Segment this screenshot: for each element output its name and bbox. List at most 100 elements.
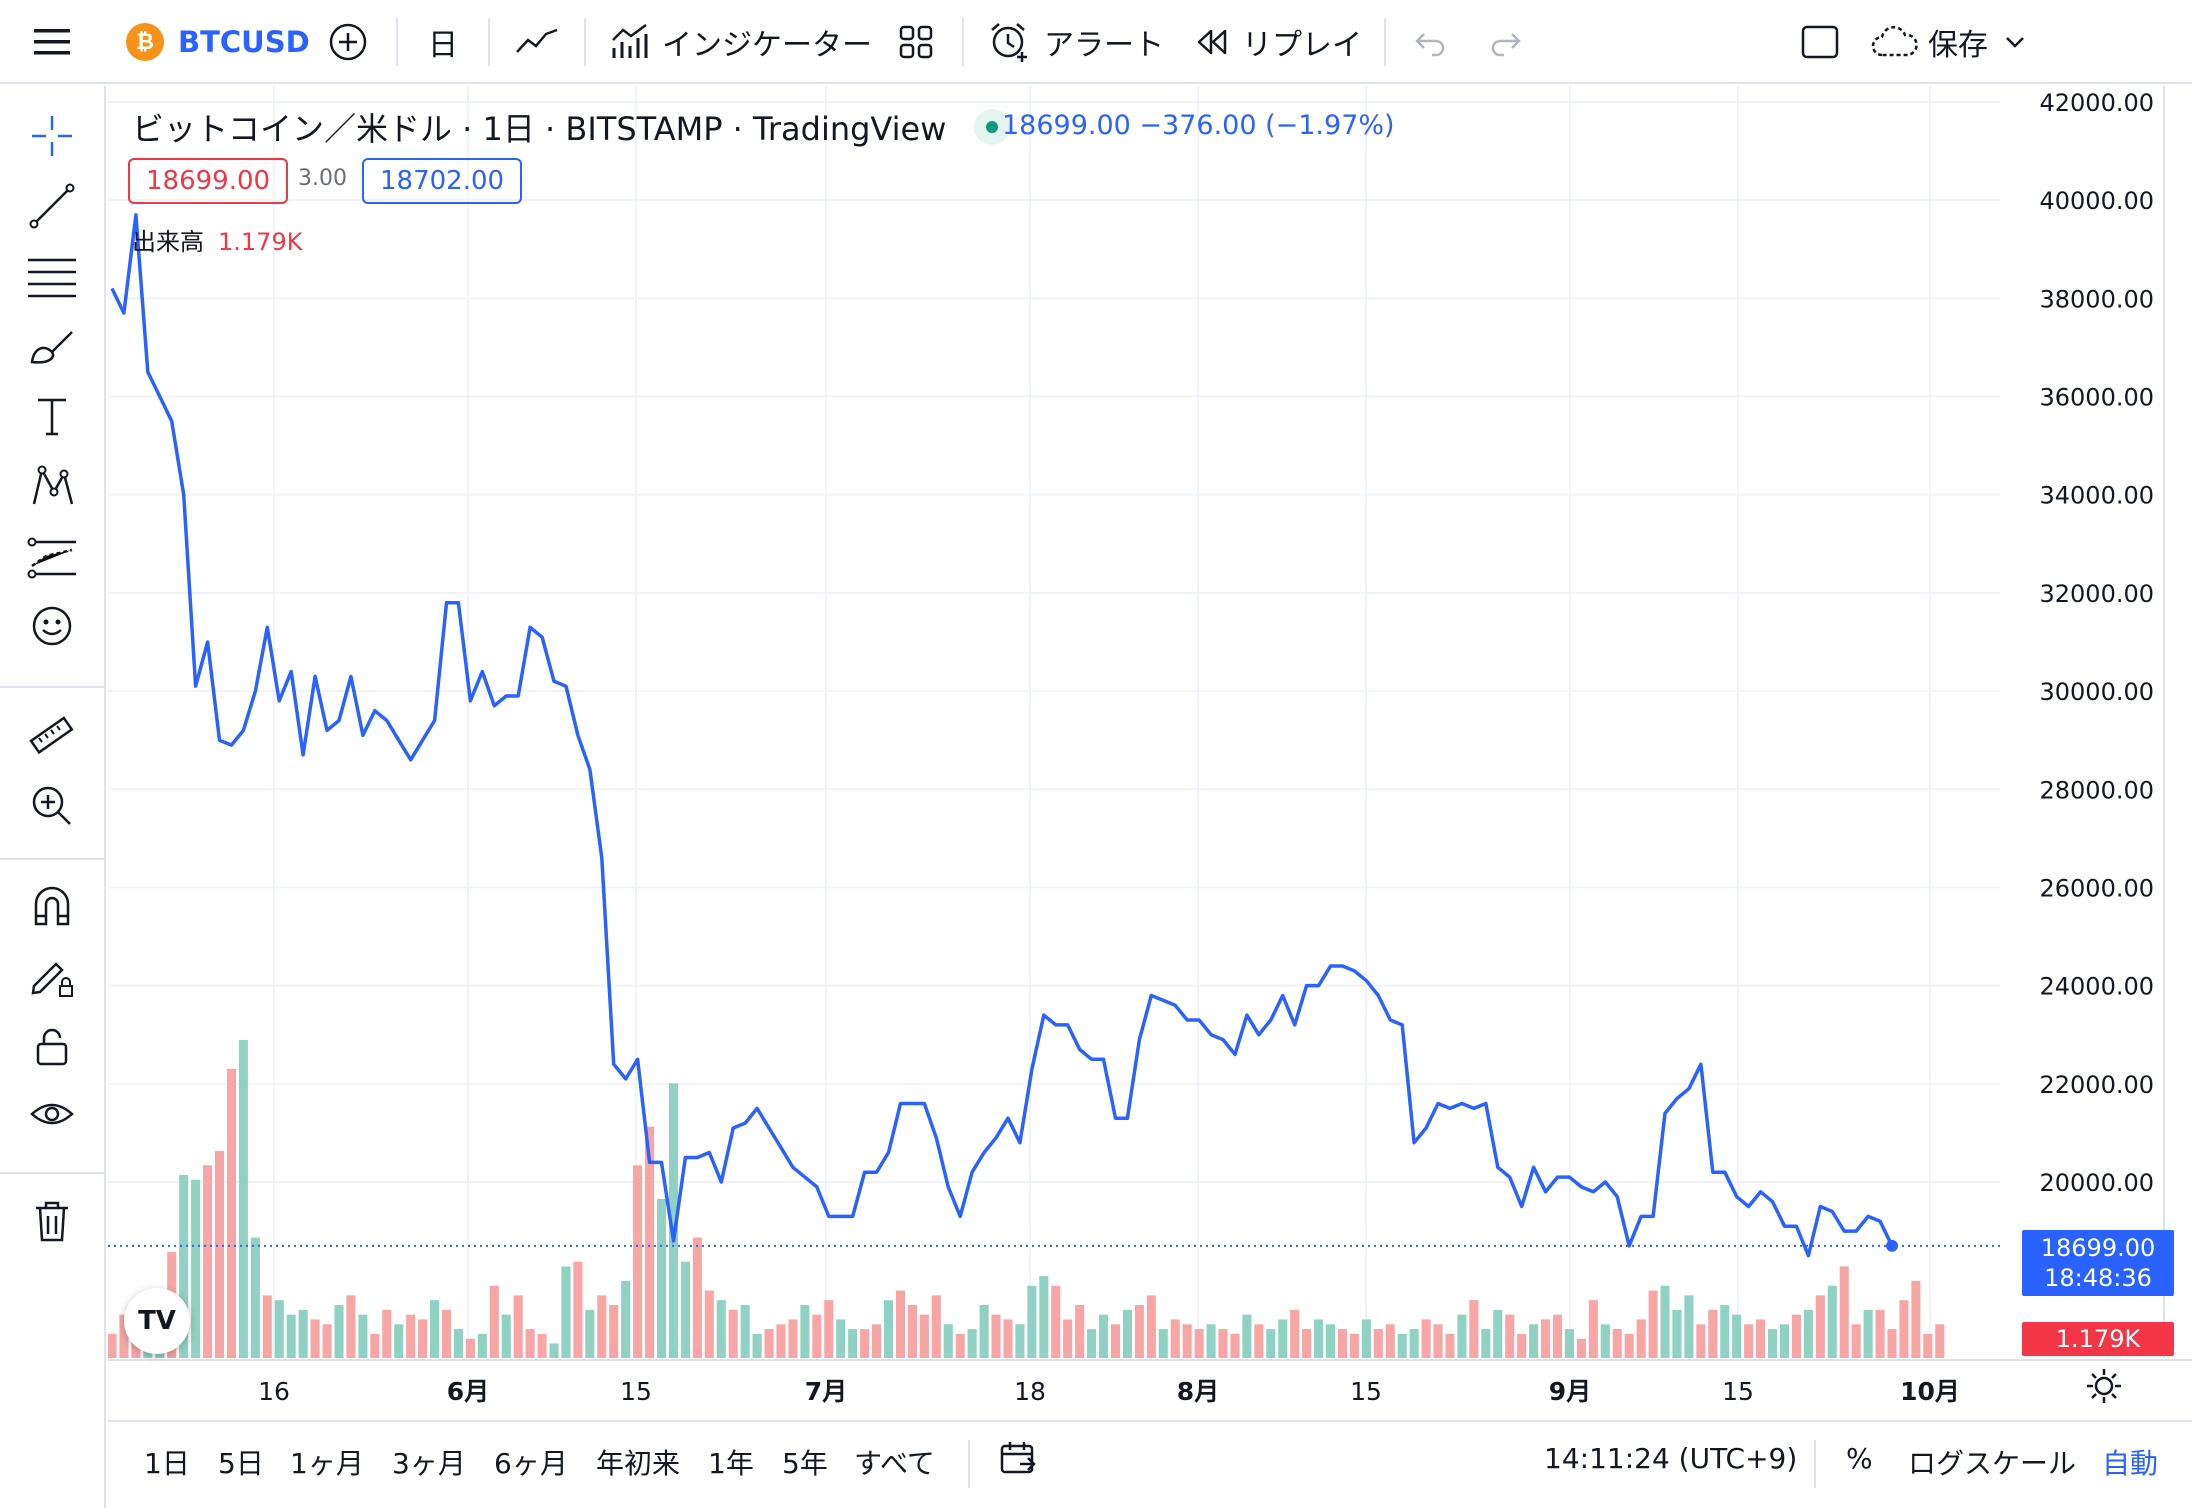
indicators-button[interactable]: インジケーター [610, 0, 872, 84]
pencil-lock-icon [31, 962, 73, 997]
crosshair-tool[interactable] [22, 106, 82, 166]
auto-scale-toggle[interactable]: 自動 [2102, 1447, 2159, 1480]
log-scale-toggle[interactable]: ログスケール [1908, 1447, 2077, 1480]
volume-bar [1314, 1319, 1324, 1358]
interval-button[interactable]: 日 [428, 28, 458, 63]
volume-bar [931, 1295, 941, 1358]
save-button[interactable]: 保存 [1870, 0, 1988, 84]
volume-bar [1457, 1314, 1467, 1358]
range-button[interactable]: 6ヶ月 [494, 1447, 568, 1480]
volume-bar [1027, 1285, 1037, 1358]
tradingview-logo[interactable]: TV [124, 1288, 190, 1354]
range-button[interactable]: 年初来 [596, 1447, 681, 1480]
fib-tool[interactable] [22, 246, 82, 306]
chart-type-button[interactable] [514, 0, 560, 84]
undo-button[interactable] [1412, 0, 1448, 84]
volume-bar [1827, 1285, 1837, 1358]
volume-bar [788, 1319, 798, 1358]
sell-button[interactable]: 18699.00 [128, 158, 289, 204]
magnet-tool[interactable] [22, 876, 82, 936]
symbol-search[interactable]: ₿ BTCUSD [126, 0, 310, 84]
volume-bar [907, 1305, 917, 1358]
range-button[interactable]: 5年 [782, 1447, 828, 1480]
volume-bar [430, 1300, 440, 1358]
fullscreen-button[interactable] [1800, 0, 1840, 84]
volume-bar [1648, 1290, 1658, 1358]
volume-bar [1206, 1324, 1216, 1358]
pattern-tool[interactable] [22, 456, 82, 516]
range-button[interactable]: 1年 [708, 1447, 754, 1480]
redo-button[interactable] [1488, 0, 1524, 84]
volume-bar [740, 1305, 750, 1358]
volume-bar [1469, 1300, 1479, 1358]
volume-bar [656, 1199, 667, 1358]
layouts-button[interactable] [896, 0, 936, 84]
volume-bar [203, 1165, 213, 1358]
icon-tool[interactable] [22, 596, 82, 656]
lock-all-tool[interactable] [22, 1016, 82, 1076]
y-tick-label: 26000.00 [2039, 874, 2154, 902]
hide-tool[interactable] [22, 1086, 82, 1146]
volume-bar [1935, 1324, 1945, 1358]
undo-icon [1415, 33, 1445, 57]
volume-bar [1146, 1295, 1156, 1358]
replay-button[interactable]: リプレイ [1194, 0, 1362, 84]
zoom-tool[interactable] [22, 776, 82, 836]
volume-bar [358, 1314, 368, 1358]
range-button[interactable]: 3ヶ月 [392, 1447, 466, 1480]
brush-tool[interactable] [22, 316, 82, 376]
range-button[interactable]: 5日 [218, 1447, 264, 1480]
price-chart[interactable]: 20000.00 22000.00 24000.00 26000.00 28000.00… [108, 86, 2192, 1408]
goto-date-button[interactable] [998, 1438, 1038, 1485]
volume-bar [119, 1314, 129, 1358]
volume-bar [848, 1329, 858, 1358]
volume-bar [1696, 1324, 1706, 1358]
buy-button[interactable]: 18702.00 [362, 158, 523, 204]
measure-tool[interactable] [22, 706, 82, 766]
price-series-line [110, 213, 1894, 1258]
volume-bar [1541, 1319, 1551, 1358]
volume-bar [1409, 1329, 1419, 1358]
pattern-icon [32, 465, 74, 505]
volume-bar [1433, 1324, 1443, 1358]
trend-line-tool[interactable] [22, 176, 82, 236]
volume-bar [943, 1324, 953, 1358]
menu-icon[interactable] [32, 0, 72, 84]
market-status-icon[interactable] [974, 109, 1011, 145]
volume-bar [860, 1329, 870, 1358]
range-button[interactable]: すべて [854, 1447, 935, 1480]
volume-bar [1134, 1305, 1144, 1358]
drawing-toolbar [0, 86, 106, 1508]
volume-bar [382, 1309, 392, 1358]
volume-bar [1708, 1309, 1718, 1358]
range-button[interactable]: 1ヶ月 [290, 1447, 364, 1480]
volume-bar [1421, 1319, 1431, 1358]
lock-drawing-tool[interactable] [22, 946, 82, 1006]
save-menu-button[interactable] [2004, 0, 2026, 84]
y-tick-label: 40000.00 [2039, 187, 2154, 215]
range-button[interactable]: 1日 [144, 1447, 190, 1480]
smiley-icon [32, 606, 72, 646]
volume-bar [704, 1290, 714, 1358]
clock-timezone[interactable]: 14:11:24 (UTC+9) [1544, 1442, 1798, 1475]
volume-bar [1218, 1329, 1228, 1358]
grid-icon [899, 25, 933, 59]
volume-bar [1720, 1305, 1730, 1358]
volume-bar [465, 1338, 475, 1358]
text-tool[interactable] [22, 386, 82, 446]
crosshair-icon [32, 116, 72, 156]
add-symbol-button[interactable] [328, 0, 368, 84]
volume-bar [489, 1285, 499, 1358]
prediction-tool[interactable] [22, 526, 82, 586]
remove-tool[interactable] [22, 1192, 82, 1252]
alert-button[interactable]: アラート [988, 0, 1164, 84]
volume-bar [1373, 1329, 1383, 1358]
volume-bar [191, 1179, 201, 1358]
volume-bar [108, 1333, 117, 1358]
chart-pane[interactable]: 20000.00 22000.00 24000.00 26000.00 28000.00… [108, 86, 2192, 1408]
settings-gear-icon[interactable] [2084, 1366, 2124, 1406]
y-tick-label: 42000.00 [2039, 89, 2154, 117]
volume-bar [1564, 1329, 1574, 1358]
percent-toggle[interactable]: % [1846, 1442, 1873, 1475]
line-chart-icon [516, 28, 558, 53]
